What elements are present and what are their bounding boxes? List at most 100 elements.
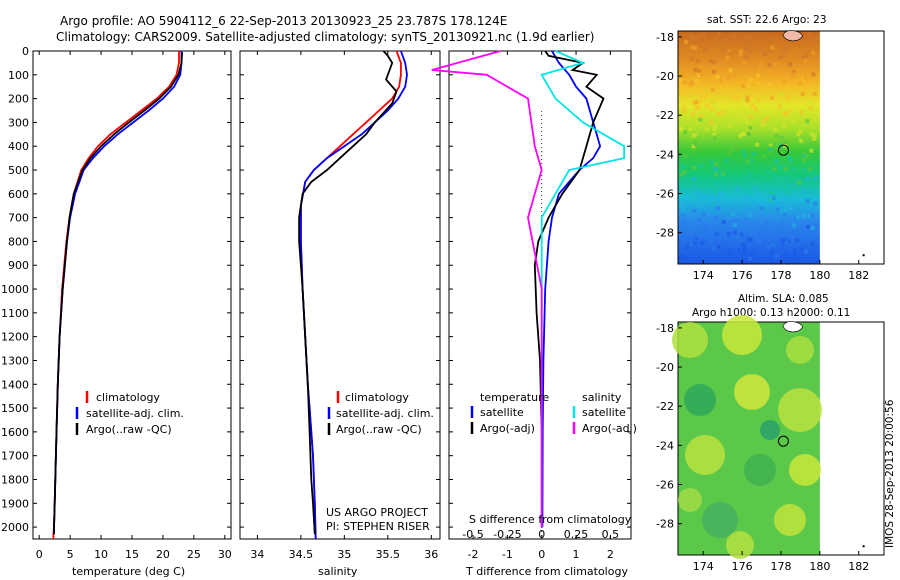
s-tick-label: -0.5 bbox=[462, 528, 483, 541]
sst-pixel bbox=[755, 192, 760, 197]
sst-pixel bbox=[689, 231, 694, 236]
sst-pixel bbox=[703, 48, 708, 53]
sst-pixel bbox=[785, 257, 790, 262]
sst-pixel bbox=[735, 234, 740, 239]
sst-pixel bbox=[737, 248, 742, 253]
sst-pixel bbox=[772, 167, 777, 172]
sst-pixel bbox=[755, 73, 760, 78]
sst-pixel bbox=[701, 32, 706, 37]
sst-pixel bbox=[768, 229, 773, 234]
sst-pixel bbox=[748, 49, 753, 54]
sst-map-title: sat. SST: 22.6 Argo: 23 bbox=[707, 14, 827, 26]
sst-pixel bbox=[702, 142, 707, 147]
sst-pixel bbox=[813, 201, 818, 206]
sst-pixel bbox=[682, 170, 687, 175]
sst-pixel bbox=[814, 35, 819, 40]
sst-pixel bbox=[777, 165, 782, 170]
sla-map-subtitle: Argo h1000: 0.13 h2000: 0.11 bbox=[692, 307, 850, 319]
sst-pixel bbox=[709, 238, 714, 243]
sst-pixel bbox=[702, 185, 707, 190]
sst-pixel bbox=[747, 213, 752, 218]
sst-pixel bbox=[753, 233, 758, 238]
sst-pixel bbox=[708, 58, 713, 63]
sst-pixel bbox=[782, 111, 787, 116]
sst-pixel bbox=[742, 98, 747, 103]
sst-pixel bbox=[702, 212, 707, 217]
sst-pixel bbox=[679, 254, 684, 259]
island-outline bbox=[782, 30, 804, 42]
sla-anomaly-blob bbox=[734, 374, 770, 410]
sst-pixel bbox=[744, 115, 749, 120]
sst-pixel bbox=[712, 132, 717, 137]
sst-pixel bbox=[742, 247, 747, 252]
sst-pixel bbox=[680, 164, 685, 169]
sst-pixel bbox=[745, 159, 750, 164]
sst-pixel bbox=[686, 115, 691, 120]
sst-pixel bbox=[802, 153, 807, 158]
sst-pixel bbox=[705, 193, 710, 198]
sst-pixel bbox=[793, 248, 798, 253]
sst-pixel bbox=[681, 255, 686, 260]
sst-pixel bbox=[697, 69, 702, 74]
sst-pixel bbox=[681, 73, 686, 78]
sst-pixel bbox=[749, 158, 754, 163]
sst-pixel bbox=[812, 115, 817, 120]
sst-pixel bbox=[799, 110, 804, 115]
sst-pixel bbox=[712, 59, 717, 64]
sst-pixel bbox=[774, 159, 779, 164]
sst-pixel bbox=[741, 149, 746, 154]
side-timestamp-label: IMOS 28-Sep-2013 20:00:56 bbox=[884, 399, 896, 548]
sst-pixel bbox=[726, 76, 731, 81]
temperature-series bbox=[52, 51, 183, 539]
sst-pixel bbox=[699, 183, 704, 188]
sst-pixel bbox=[701, 94, 706, 99]
sst-pixel bbox=[759, 47, 764, 52]
sst-pixel bbox=[756, 98, 761, 103]
sst-pixel bbox=[755, 142, 760, 147]
sst-pixel bbox=[715, 90, 720, 95]
sst-pixel bbox=[704, 179, 709, 184]
sst-pixel bbox=[679, 83, 684, 88]
series-argo---raw--qc- bbox=[298, 50, 398, 535]
depth-tick-label: 400 bbox=[8, 140, 29, 153]
sst-pixel bbox=[738, 117, 743, 122]
sst-pixel bbox=[725, 84, 730, 89]
sst-pixel bbox=[784, 189, 789, 194]
sst-pixel bbox=[806, 225, 811, 230]
sst-pixel bbox=[704, 226, 709, 231]
lon-tick-label: 176 bbox=[732, 560, 753, 573]
sst-pixel bbox=[747, 175, 752, 180]
sst-pixel bbox=[742, 67, 747, 72]
sst-pixel bbox=[690, 79, 695, 84]
sst-pixel bbox=[710, 87, 715, 92]
sst-pixel bbox=[725, 55, 730, 60]
sst-pixel bbox=[698, 163, 703, 168]
sst-pixel bbox=[767, 62, 772, 67]
sst-field bbox=[678, 31, 820, 264]
sst-pixel bbox=[741, 251, 746, 256]
sst-pixel bbox=[679, 78, 684, 83]
depth-tick-label: 1400 bbox=[1, 378, 29, 391]
sst-pixel bbox=[738, 134, 743, 139]
s-tick-label: -0.25 bbox=[493, 528, 521, 541]
sst-pixel bbox=[735, 102, 740, 107]
x-tick-label: 0 bbox=[538, 548, 545, 561]
lat-tick-label: -22 bbox=[656, 109, 674, 122]
sst-pixel bbox=[718, 191, 723, 196]
difference-series bbox=[431, 50, 625, 528]
sst-pixel bbox=[805, 176, 810, 181]
sst-pixel bbox=[810, 213, 815, 218]
sst-pixel bbox=[780, 71, 785, 76]
legend-label-climatology: climatology bbox=[345, 391, 409, 404]
series-argo---raw--qc- bbox=[53, 52, 183, 535]
sst-pixel bbox=[773, 128, 778, 133]
sst-pixel bbox=[695, 89, 700, 94]
sst-pixel bbox=[691, 133, 696, 138]
depth-tick-label: 300 bbox=[8, 116, 29, 129]
sla-map-axes: 174 176 178 180 182 -18 -20 -22 -24 -26 -28 bbox=[656, 322, 869, 573]
sst-pixel bbox=[699, 228, 704, 233]
depth-tick-label: 600 bbox=[8, 188, 29, 201]
sst-pixel bbox=[744, 34, 749, 39]
sst-pixel bbox=[754, 180, 759, 185]
